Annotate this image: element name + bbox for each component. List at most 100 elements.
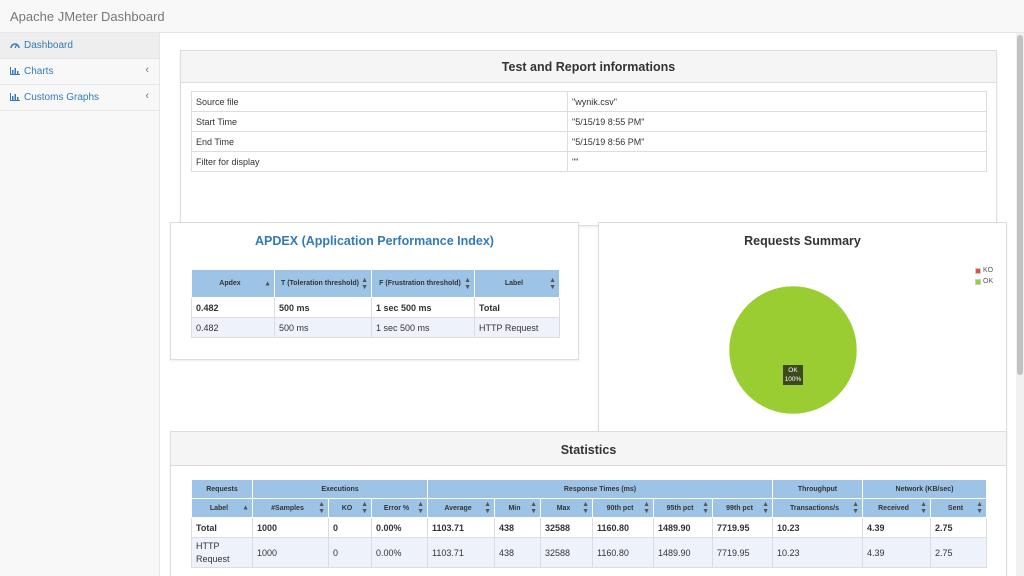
cell: 0.482 (191, 297, 275, 318)
chevron-left-icon[interactable]: ‹ (145, 90, 149, 102)
cell: 0 (328, 517, 372, 538)
column-header-label[interactable]: Label ▲ ▼ (474, 269, 560, 298)
legend-item-ok[interactable]: OK (975, 278, 993, 285)
group-header: Response Times (ms) (427, 479, 773, 499)
column-header-sent[interactable]: Sent ▲ ▼ (930, 498, 987, 518)
sort-icon[interactable]: ▲ ▼ (852, 501, 859, 515)
cell: 1000 (252, 537, 329, 568)
cell: 4.39 (862, 537, 931, 568)
column-header-max[interactable]: Max ▲ ▼ (540, 498, 593, 518)
pie-slice-ok[interactable] (728, 285, 858, 415)
sort-icon[interactable]: ▲ ▼ (582, 501, 589, 515)
table-row: HTTP Request 1000 0 0.00% 1103.71 438 32… (191, 537, 987, 568)
group-header: Requests (191, 479, 253, 499)
cell: 438 (494, 517, 541, 538)
sidebar: Dashboard Charts ‹ Customs Graphs ‹ (0, 33, 160, 576)
report-info-table: Source file "wynik.csv" Start Time "5/15… (191, 91, 987, 172)
column-header-t[interactable]: T (Toleration threshold) ▲ ▼ (274, 269, 372, 298)
info-key: Start Time (191, 111, 568, 132)
sort-icon[interactable]: ▲ ▼ (702, 501, 709, 515)
column-header-received[interactable]: Received ▲ ▼ (862, 498, 931, 518)
cell: 0.00% (371, 537, 428, 568)
sort-icon[interactable]: ▲ ▼ (417, 501, 424, 515)
report-info-panel: Test and Report informations Source file… (180, 50, 997, 226)
sort-icon[interactable]: ▲ ▼ (643, 501, 650, 515)
sidebar-item-label: Dashboard (24, 40, 73, 51)
sort-icon[interactable]: ▲ ▼ (318, 501, 325, 515)
cell: 1 sec 500 ms (371, 297, 475, 318)
table-header-row: Label ▲ #Samples ▲ ▼ KO ▲ ▼ Error % ▲ ▼ Average… (191, 498, 987, 518)
column-header-ko[interactable]: KO ▲ ▼ (328, 498, 372, 518)
column-header-average[interactable]: Average ▲ ▼ (427, 498, 495, 518)
legend-label: OK (983, 278, 994, 285)
group-header: Executions (252, 479, 428, 499)
apdex-title: APDEX (Application Performance Index) (171, 223, 578, 257)
legend-item-ko[interactable]: KO (975, 267, 993, 274)
info-key: Source file (191, 91, 568, 112)
column-header-apdex[interactable]: Apdex ▲ (191, 269, 275, 298)
scrollbar-thumb[interactable] (1017, 35, 1023, 375)
cell: 7719.95 (712, 517, 773, 538)
info-value: "5/15/19 8:55 PM" (567, 111, 987, 132)
cell: 10.23 (772, 517, 863, 538)
slice-value: 100% (784, 376, 802, 383)
sort-icon[interactable]: ▲ ▼ (530, 501, 537, 515)
cell: 1103.71 (427, 537, 495, 568)
main-content: Test and Report informations Source file… (160, 33, 1016, 576)
sort-icon[interactable]: ▲ ▼ (976, 501, 983, 515)
column-header-error[interactable]: Error % ▲ ▼ (371, 498, 428, 518)
sidebar-item-charts[interactable]: Charts ‹ (0, 59, 159, 85)
cell: 1160.80 (592, 517, 654, 538)
cell: 0.482 (191, 317, 275, 338)
requests-summary-title: Requests Summary (599, 223, 1006, 257)
column-header-samples[interactable]: #Samples ▲ ▼ (252, 498, 329, 518)
legend-swatch-ok (975, 278, 981, 285)
table-row: End Time "5/15/19 8:56 PM" (191, 131, 987, 152)
sidebar-item-label: Customs Graphs (24, 92, 100, 103)
group-header: Throughput (772, 479, 863, 499)
cell: 438 (494, 537, 541, 568)
slice-name: OK (788, 367, 798, 374)
cell: Total (474, 297, 560, 318)
column-header-transactions[interactable]: Transactions/s ▲ ▼ (772, 498, 863, 518)
cell: 1103.71 (427, 517, 495, 538)
column-header-90th[interactable]: 90th pct ▲ ▼ (592, 498, 654, 518)
sort-icon[interactable]: ▲ ▼ (762, 501, 769, 515)
cell: 2.75 (930, 517, 987, 538)
sort-icon[interactable]: ▲ ▼ (920, 501, 927, 515)
top-navbar: Apache JMeter Dashboard (0, 0, 1024, 33)
sort-asc-icon[interactable]: ▲ (264, 280, 271, 287)
bar-chart-icon (10, 66, 20, 77)
table-row: 0.482 500 ms 1 sec 500 ms HTTP Request (191, 317, 560, 338)
sort-icon[interactable]: ▲ ▼ (549, 276, 556, 291)
sort-icon[interactable]: ▲ ▼ (484, 501, 491, 515)
app-title[interactable]: Apache JMeter Dashboard (10, 9, 165, 24)
statistics-table: Requests Executions Response Times (ms) … (191, 479, 987, 568)
cell: 4.39 (862, 517, 931, 538)
column-header-99th[interactable]: 99th pct ▲ ▼ (712, 498, 773, 518)
sidebar-item-label: Charts (24, 66, 54, 77)
column-header-min[interactable]: Min ▲ ▼ (494, 498, 541, 518)
sort-asc-icon[interactable]: ▲ (242, 504, 249, 512)
sort-icon[interactable]: ▲ ▼ (361, 276, 368, 291)
cell: 0 (328, 537, 372, 568)
bar-chart-icon (10, 92, 20, 103)
info-value: "wynik.csv" (567, 91, 987, 112)
sort-icon[interactable]: ▲ ▼ (464, 276, 471, 291)
chevron-left-icon[interactable]: ‹ (145, 64, 149, 76)
column-header-label[interactable]: Label ▲ (191, 498, 253, 518)
statistics-title: Statistics (171, 432, 1006, 466)
apdex-table: Apdex ▲ T (Toleration threshold) ▲ ▼ F (Fru… (191, 269, 560, 338)
vertical-scrollbar[interactable] (1016, 33, 1024, 576)
sort-icon[interactable]: ▲ ▼ (361, 501, 368, 515)
table-group-row: Requests Executions Response Times (ms) … (191, 479, 987, 499)
sidebar-item-dashboard[interactable]: Dashboard (0, 33, 159, 59)
apdex-panel: APDEX (Application Performance Index) Ap… (170, 222, 579, 360)
cell: 1489.90 (653, 537, 713, 568)
column-header-95th[interactable]: 95th pct ▲ ▼ (653, 498, 713, 518)
sidebar-item-customs-graphs[interactable]: Customs Graphs ‹ (0, 85, 159, 111)
column-header-f[interactable]: F (Frustration threshold) ▲ ▼ (371, 269, 475, 298)
pie-chart[interactable] (599, 257, 1008, 437)
cell: 7719.95 (712, 537, 773, 568)
cell: 500 ms (274, 297, 372, 318)
